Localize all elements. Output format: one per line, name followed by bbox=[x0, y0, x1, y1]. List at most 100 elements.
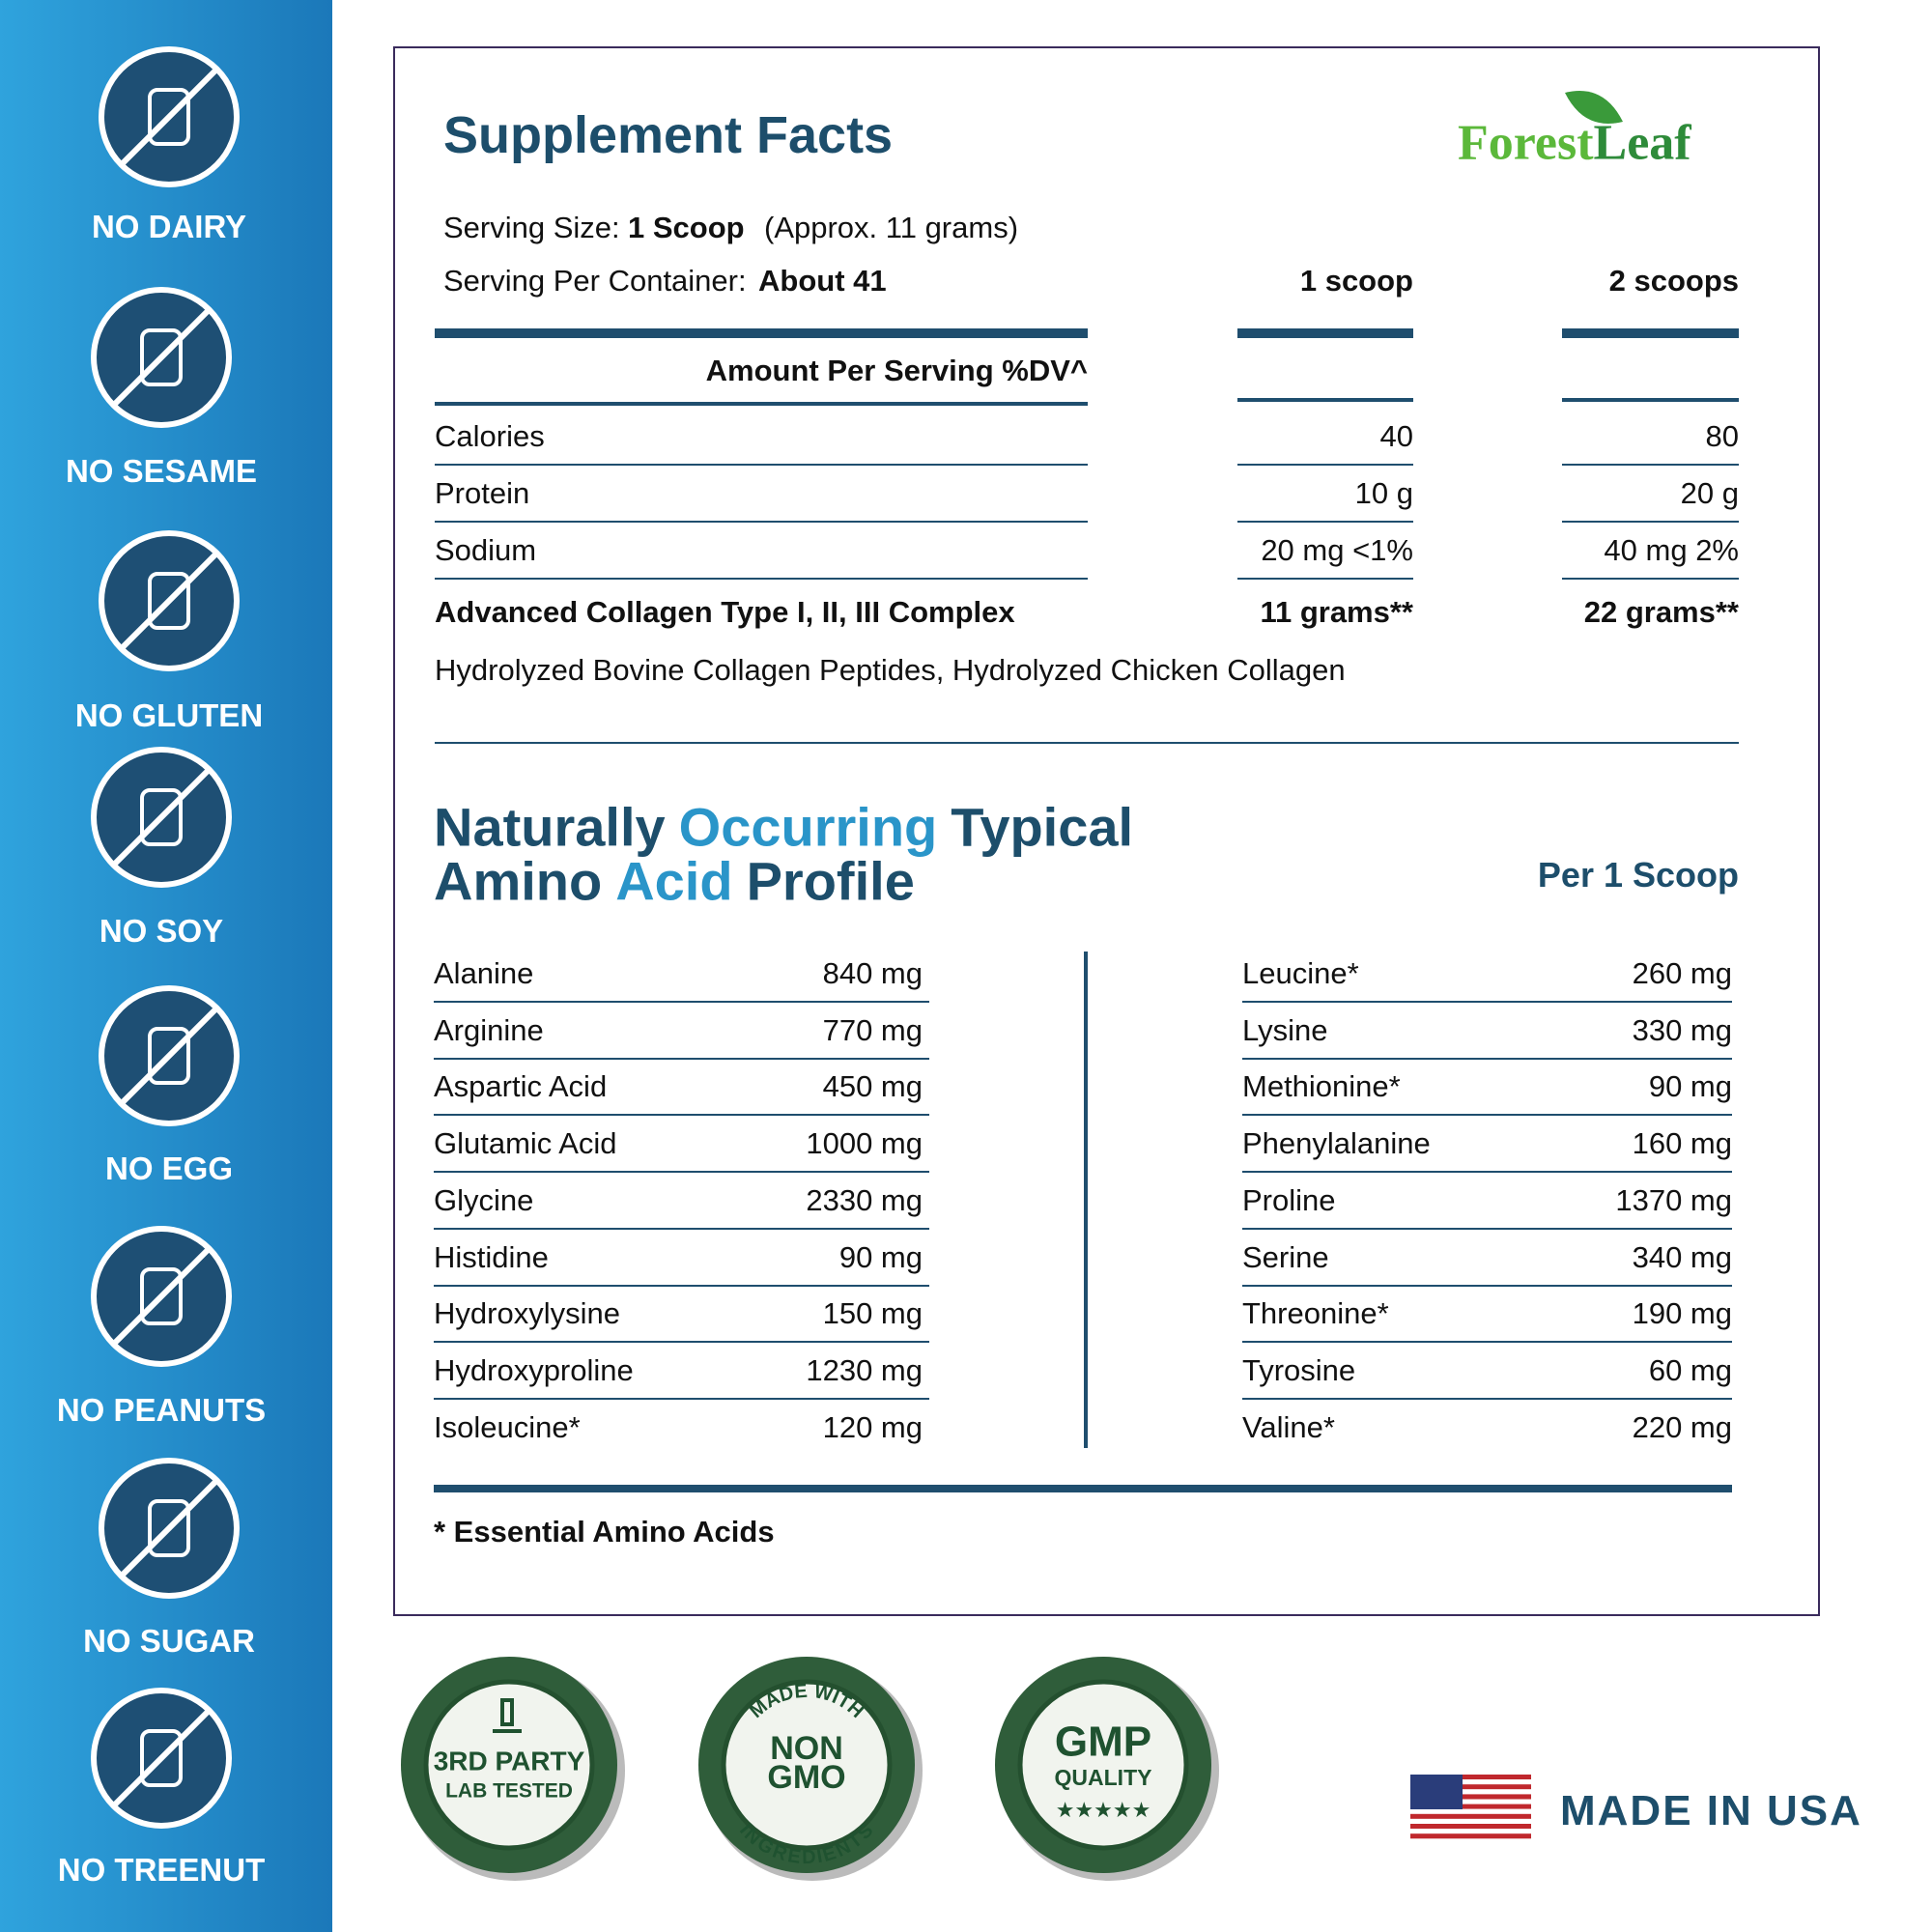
badge-slash bbox=[111, 307, 212, 408]
amino-amount: 450 mg bbox=[822, 1069, 923, 1104]
amino-amount: 340 mg bbox=[1632, 1239, 1732, 1274]
amino-name: Arginine bbox=[434, 1012, 544, 1047]
amino-name: Serine bbox=[1242, 1239, 1329, 1274]
badge-label: NO TREENUT bbox=[57, 1852, 266, 1888]
badge-label: NO SOY bbox=[99, 913, 224, 949]
serving-size-label: Serving Size: bbox=[443, 211, 620, 244]
rule bbox=[1562, 398, 1739, 402]
facts-title: Supplement Facts bbox=[443, 106, 894, 164]
nutrient-label: Advanced Collagen Type I, II, III Comple… bbox=[435, 595, 1015, 629]
amino-amount: 260 mg bbox=[1632, 956, 1732, 990]
rule bbox=[1242, 1114, 1732, 1117]
badge-glyph bbox=[148, 572, 190, 630]
amount-header: Amount Per Serving %DV^ bbox=[705, 354, 1088, 387]
badge-label: NO SUGAR bbox=[83, 1623, 255, 1659]
flag-stripe bbox=[1410, 1829, 1531, 1834]
rule bbox=[1242, 1001, 1732, 1003]
flag-stripe bbox=[1410, 1833, 1531, 1839]
nutrient-value: 80 bbox=[1705, 419, 1739, 453]
badge-glyph bbox=[140, 1267, 183, 1325]
rule bbox=[434, 1284, 929, 1287]
badge-glyph bbox=[148, 1499, 190, 1557]
rule bbox=[1242, 1341, 1732, 1344]
rule bbox=[1562, 578, 1739, 580]
made-in-usa: MADE IN USA bbox=[1560, 1787, 1862, 1834]
seal-icon bbox=[493, 1698, 522, 1733]
amino-name: Leucine* bbox=[1242, 956, 1359, 990]
amino-name: Hydroxylysine bbox=[434, 1296, 620, 1331]
nutrient-value: 11 grams** bbox=[1260, 595, 1413, 629]
serving-size-note: (Approx. 11 grams) bbox=[764, 211, 1019, 244]
badge-label: NO GLUTEN bbox=[74, 697, 264, 733]
thick-rule bbox=[435, 328, 1088, 338]
rule bbox=[1242, 1171, 1732, 1174]
badge-slash bbox=[111, 1708, 212, 1808]
flag-stripe bbox=[1410, 1784, 1531, 1790]
seal-inner bbox=[721, 1679, 893, 1851]
amino-amount: 770 mg bbox=[822, 1012, 923, 1047]
nutrient-value: 10 g bbox=[1354, 476, 1413, 510]
amino-title-word: Occurring bbox=[678, 796, 938, 858]
amino-name: Proline bbox=[1242, 1182, 1336, 1217]
badge-slash bbox=[111, 767, 212, 867]
servings: About 41 bbox=[758, 264, 887, 298]
rule bbox=[434, 1171, 929, 1174]
seal-text: GMP bbox=[1055, 1719, 1151, 1766]
badge-glyph bbox=[140, 788, 183, 846]
rule bbox=[435, 521, 1088, 523]
amino-title-line: Amino Acid Profile bbox=[434, 850, 928, 913]
rule bbox=[1562, 464, 1739, 466]
amino-name: Aspartic Acid bbox=[434, 1069, 608, 1104]
amino-amount: 160 mg bbox=[1632, 1126, 1732, 1161]
seal-text: QUALITY bbox=[1055, 1765, 1152, 1790]
rule bbox=[1237, 464, 1413, 466]
amino-name: Hydroxyproline bbox=[434, 1352, 634, 1387]
badge-slash bbox=[119, 551, 219, 651]
amino-amount: 1370 mg bbox=[1615, 1182, 1732, 1217]
amino-title-word: Acid bbox=[615, 850, 733, 912]
badge-slash bbox=[119, 1478, 219, 1578]
nutrient-label: Calories bbox=[435, 419, 545, 453]
amino-amount: 60 mg bbox=[1648, 1352, 1732, 1387]
rule bbox=[434, 1227, 929, 1230]
seal-stars: ★★★★★ bbox=[1056, 1798, 1151, 1822]
brand-word: Forest bbox=[1458, 115, 1594, 171]
flag-canton bbox=[1410, 1775, 1463, 1809]
rule bbox=[1237, 398, 1413, 402]
rule bbox=[435, 464, 1088, 466]
flag-stripe bbox=[1410, 1775, 1531, 1780]
amino-name: Glycine bbox=[434, 1182, 534, 1217]
thick-rule bbox=[434, 1485, 1732, 1492]
badge-glyph bbox=[148, 88, 190, 146]
badge-label: NO DAIRY bbox=[91, 209, 247, 244]
badge-slash bbox=[111, 1246, 212, 1347]
amino-name: Lysine bbox=[1242, 1012, 1328, 1047]
amino-name: Histidine bbox=[434, 1239, 549, 1274]
amino-amount: 1230 mg bbox=[806, 1352, 923, 1387]
amino-amount: 840 mg bbox=[822, 956, 923, 990]
amino-amount: 150 mg bbox=[822, 1296, 923, 1331]
rule bbox=[1242, 1057, 1732, 1060]
seal-inner bbox=[423, 1679, 595, 1851]
rule bbox=[1242, 1284, 1732, 1287]
brand-word: Leaf bbox=[1593, 115, 1691, 171]
amino-name: Methionine* bbox=[1242, 1069, 1401, 1104]
badge-glyph bbox=[140, 328, 183, 386]
rule bbox=[434, 1397, 929, 1400]
seal-text: 3RD PARTY bbox=[434, 1746, 585, 1776]
amino-name: Valine* bbox=[1242, 1409, 1335, 1444]
brand-leaf bbox=[1565, 91, 1623, 124]
amino-name: Isoleucine* bbox=[434, 1409, 581, 1444]
amino-title-word: Profile bbox=[746, 850, 915, 912]
amino-amount: 90 mg bbox=[1648, 1069, 1732, 1104]
nutrient-value: 22 grams** bbox=[1583, 595, 1739, 629]
amino-amount: 330 mg bbox=[1632, 1012, 1732, 1047]
column-divider bbox=[1084, 952, 1088, 1448]
flag-stripe bbox=[1410, 1808, 1531, 1814]
amino-amount: 120 mg bbox=[822, 1409, 923, 1444]
ingredients: Hydrolyzed Bovine Collagen Peptides, Hyd… bbox=[435, 653, 1346, 687]
amino-name: Threonine* bbox=[1242, 1296, 1389, 1331]
column-header: 1 scoop bbox=[1299, 264, 1413, 298]
